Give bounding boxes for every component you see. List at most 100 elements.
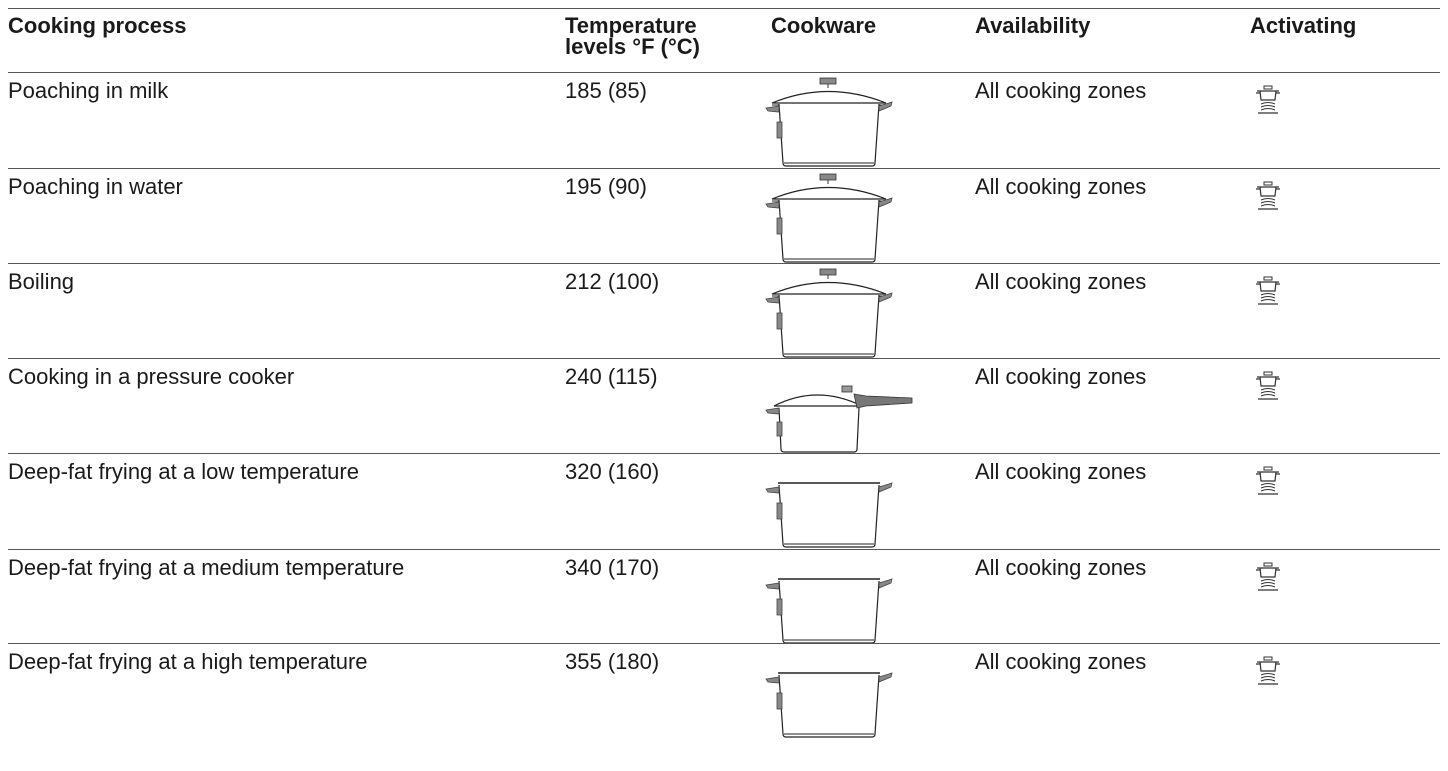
cookware-icon — [762, 174, 897, 266]
pot-handle — [766, 408, 779, 414]
icon-pot — [1256, 472, 1280, 481]
row-rule — [8, 453, 1440, 454]
pot-body — [779, 675, 879, 737]
pot-label — [777, 422, 782, 436]
cell-text: 320 (160) — [565, 461, 755, 483]
column-header: Availability — [975, 15, 1235, 36]
row-rule — [8, 643, 1440, 644]
activation-icon — [1255, 562, 1283, 592]
pot-label — [777, 693, 782, 709]
valve — [842, 386, 852, 392]
icon-pot — [1256, 568, 1280, 577]
cell-text: Deep-fat frying at a high temperature — [8, 651, 548, 673]
cell-text: 355 (180) — [565, 651, 755, 673]
row-rule — [8, 549, 1440, 550]
icon-knob — [1264, 563, 1272, 566]
icon-knob — [1264, 467, 1272, 470]
activation-icon — [1255, 371, 1283, 401]
icon-pot — [1256, 91, 1280, 100]
pot-label — [777, 503, 782, 519]
column-header: Cookware — [771, 15, 961, 36]
pot-label — [777, 218, 782, 234]
pot-handle — [766, 583, 779, 589]
icon-knob — [1264, 182, 1272, 185]
cell-text: All cooking zones — [975, 366, 1235, 388]
icon-pot — [1256, 187, 1280, 196]
cookware-icon — [762, 459, 897, 551]
pot-handle — [766, 297, 779, 303]
cookware-icon — [762, 269, 897, 361]
icon-pot — [1256, 662, 1280, 671]
cell-text: Deep-fat frying at a medium temperature — [8, 557, 548, 579]
icon-pot — [1256, 377, 1280, 386]
top-rule — [8, 8, 1440, 9]
lid-knob — [820, 269, 836, 275]
lid — [772, 283, 886, 295]
cell-text: All cooking zones — [975, 271, 1235, 293]
activation-icon — [1255, 181, 1283, 211]
row-rule — [8, 263, 1440, 264]
activation-icon — [1255, 276, 1283, 306]
pot-label — [777, 313, 782, 329]
pot-body — [779, 200, 879, 262]
pot-body — [779, 295, 879, 357]
cell-text: All cooking zones — [975, 80, 1235, 102]
column-header: Cooking process — [8, 15, 548, 36]
pot-handle — [766, 202, 779, 208]
lid-knob — [820, 78, 836, 84]
cell-text: All cooking zones — [975, 176, 1235, 198]
cookware-icon — [762, 364, 897, 456]
pressure-handle — [854, 394, 912, 408]
pressure-lid — [774, 395, 862, 406]
cell-text: All cooking zones — [975, 557, 1235, 579]
pot-label — [777, 599, 782, 615]
pressure-body — [779, 408, 859, 452]
cell-text: Boiling — [8, 271, 548, 293]
cell-text: Poaching in milk — [8, 80, 548, 102]
column-header: Activating — [1250, 15, 1440, 36]
activation-icon — [1255, 85, 1283, 115]
cell-text: All cooking zones — [975, 651, 1235, 673]
activation-icon — [1255, 466, 1283, 496]
lid — [772, 188, 886, 200]
cell-text: Poaching in water — [8, 176, 548, 198]
cell-text: 340 (170) — [565, 557, 755, 579]
pot-label — [777, 122, 782, 138]
icon-waves — [1261, 294, 1275, 302]
icon-waves — [1261, 674, 1275, 682]
cell-text: 240 (115) — [565, 366, 755, 388]
cell-text: 185 (85) — [565, 80, 755, 102]
pot-body — [779, 485, 879, 547]
pot-handle — [879, 483, 892, 492]
icon-knob — [1264, 372, 1272, 375]
icon-waves — [1261, 484, 1275, 492]
activation-icon — [1255, 656, 1283, 686]
icon-knob — [1264, 657, 1272, 660]
icon-waves — [1261, 389, 1275, 397]
pot-handle — [766, 487, 779, 493]
lid — [772, 92, 886, 104]
lid-knob — [820, 174, 836, 180]
cell-text: All cooking zones — [975, 461, 1235, 483]
icon-waves — [1261, 199, 1275, 207]
cell-text: 195 (90) — [565, 176, 755, 198]
pot-body — [779, 104, 879, 166]
pot-handle — [766, 677, 779, 683]
icon-knob — [1264, 277, 1272, 280]
cell-text: Cooking in a pressure cooker — [8, 366, 548, 388]
row-rule — [8, 358, 1440, 359]
icon-waves — [1261, 580, 1275, 588]
pot-handle — [879, 673, 892, 682]
pot-handle — [766, 106, 779, 112]
cookware-icon — [762, 78, 897, 170]
pot-body — [779, 581, 879, 643]
column-header: Temperature levels °F (°C) — [565, 15, 745, 57]
icon-waves — [1261, 103, 1275, 111]
cookware-icon — [762, 555, 897, 647]
icon-pot — [1256, 282, 1280, 291]
page: Cooking process Temperature levels °F (°C… — [0, 0, 1448, 771]
icon-knob — [1264, 86, 1272, 89]
row-rule — [8, 168, 1440, 169]
pot-handle — [879, 579, 892, 588]
row-rule — [8, 72, 1440, 73]
